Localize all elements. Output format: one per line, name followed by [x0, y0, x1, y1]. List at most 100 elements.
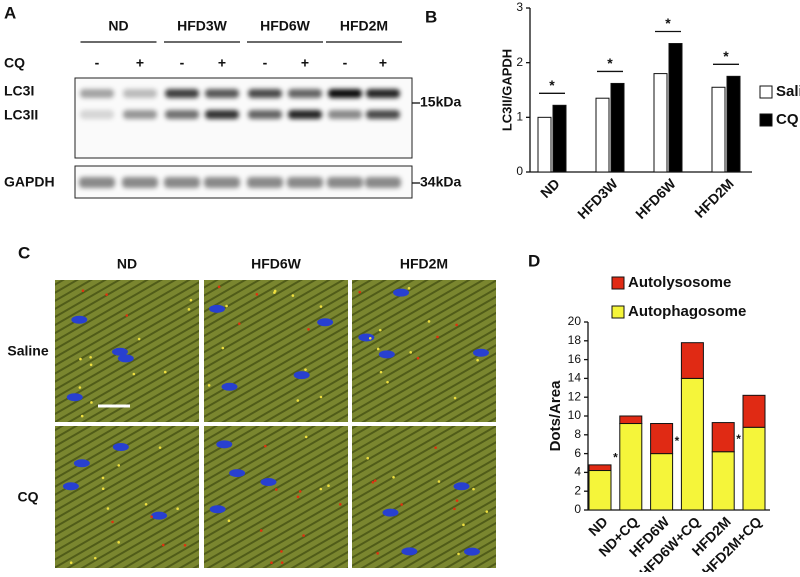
dot: [117, 541, 120, 544]
dot: [338, 503, 342, 506]
treatment-label: CQ: [4, 55, 25, 71]
significance: *: [607, 55, 613, 71]
bar: [668, 43, 683, 173]
dot: [376, 552, 379, 555]
band: [165, 110, 199, 119]
band: [328, 110, 362, 119]
significance: *: [736, 432, 741, 446]
nucleus: [111, 347, 128, 356]
treatment-sign: +: [136, 55, 144, 71]
nucleus: [151, 511, 168, 520]
y-tick-label: 4: [574, 465, 581, 479]
y-tick-label: 18: [568, 333, 582, 347]
band: [328, 89, 362, 98]
dot: [163, 370, 167, 374]
dot: [270, 561, 273, 565]
dot: [150, 515, 153, 518]
y-tick-label: 2: [516, 55, 523, 69]
dot: [176, 507, 179, 511]
significance: *: [549, 77, 555, 93]
y-tick-label: 0: [516, 164, 523, 178]
dot: [207, 384, 211, 387]
dot: [386, 380, 389, 384]
nucleus: [358, 333, 375, 342]
column-label: HFD6W: [251, 256, 302, 272]
band: [288, 110, 322, 119]
y-tick-label: 14: [568, 371, 582, 385]
dot: [78, 386, 82, 389]
y-axis-label: Dots/Area: [547, 380, 564, 452]
band: [123, 110, 157, 119]
bar: [711, 86, 726, 173]
significance: *: [665, 15, 671, 31]
marker-label: 34kDa: [420, 174, 461, 190]
y-tick-label: 12: [568, 389, 582, 403]
legend-swatch: [759, 85, 773, 99]
nucleus: [209, 304, 226, 313]
panel-letter: D: [528, 251, 540, 270]
y-tick-label: 3: [516, 0, 523, 14]
nucleus: [117, 354, 134, 363]
dot: [407, 286, 411, 290]
nucleus: [317, 318, 334, 327]
bar: [680, 342, 704, 379]
nucleus: [293, 371, 310, 380]
bar: [610, 82, 625, 173]
dot: [221, 346, 225, 350]
nucleus: [73, 459, 90, 468]
dot: [238, 322, 241, 325]
nucleus: [71, 315, 88, 324]
dot: [89, 363, 93, 367]
blot-bands: [79, 89, 401, 188]
band: [365, 177, 401, 188]
band: [366, 110, 400, 119]
dot: [319, 395, 323, 399]
treatment-sign: +: [379, 55, 387, 71]
dot: [366, 456, 370, 460]
nucleus: [221, 382, 238, 391]
bar: [742, 394, 766, 428]
dot: [319, 487, 323, 491]
micrograph: [55, 426, 199, 568]
dot: [111, 520, 114, 524]
band: [366, 89, 400, 98]
micrograph: [352, 280, 496, 422]
nucleus: [209, 505, 226, 514]
dot: [304, 435, 308, 439]
y-tick-label: 20: [568, 314, 582, 328]
significance: *: [613, 451, 618, 465]
dot: [436, 335, 439, 339]
y-tick-label: 1: [516, 110, 523, 124]
dot: [409, 351, 412, 354]
y-tick-label: 0: [574, 502, 581, 516]
bar: [650, 453, 674, 511]
micrograph: [204, 426, 348, 568]
dot: [437, 480, 441, 483]
band: [327, 177, 363, 188]
bar: [552, 104, 567, 173]
micrographs: [55, 280, 496, 568]
band: [165, 89, 199, 98]
band-label: LC3I: [4, 83, 34, 99]
bar: [742, 426, 766, 511]
nucleus: [216, 440, 233, 449]
dot: [117, 464, 121, 467]
dot: [302, 534, 305, 537]
dot: [373, 479, 377, 482]
dot: [225, 304, 228, 308]
dot: [376, 347, 380, 351]
x-tick-label: ND: [537, 175, 563, 201]
dot: [485, 510, 489, 513]
dot: [371, 480, 375, 484]
dot: [106, 507, 110, 510]
band: [287, 177, 323, 188]
band-label: GAPDH: [4, 174, 55, 190]
band: [248, 89, 282, 98]
dot: [187, 308, 191, 311]
bar: [680, 377, 704, 511]
panel-letter: B: [425, 7, 437, 26]
legend-label: CQ: [776, 111, 799, 128]
nucleus: [66, 393, 83, 402]
dot: [93, 556, 97, 560]
